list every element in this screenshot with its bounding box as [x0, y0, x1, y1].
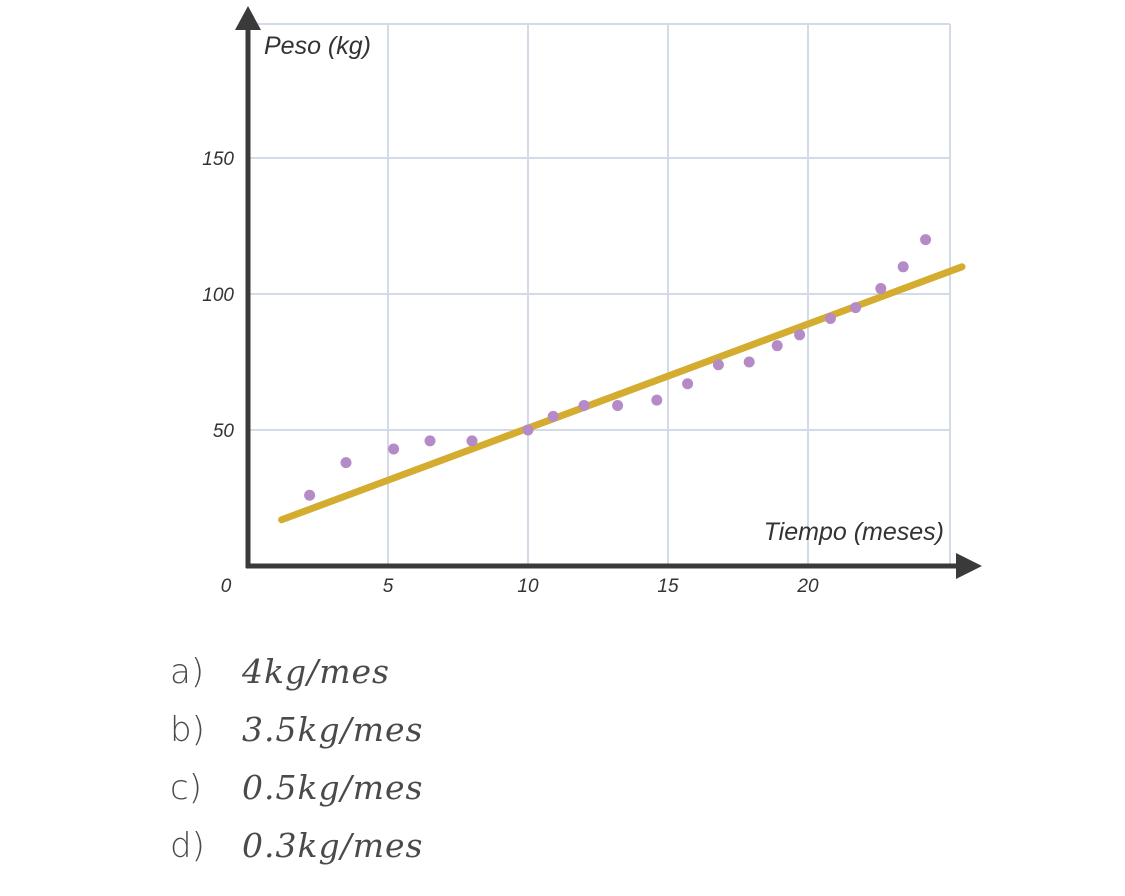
- data-point: [794, 329, 806, 341]
- data-point: [424, 435, 436, 447]
- y-tick-label: 100: [202, 285, 234, 306]
- data-point: [388, 443, 400, 455]
- x-tick-label: 0: [221, 576, 232, 597]
- x-axis-title: Tiempo (meses): [764, 518, 944, 546]
- option-c[interactable]: c) 0.5kg/mes: [170, 768, 423, 826]
- option-b-letter: b): [170, 710, 205, 750]
- data-point: [712, 359, 724, 371]
- y-axis-title: Peso (kg): [264, 32, 371, 60]
- x-tick-label: 15: [657, 576, 679, 597]
- data-points: [304, 234, 932, 501]
- option-c-value: 0.5kg/mes: [242, 768, 424, 807]
- y-tick-label: 150: [202, 149, 234, 170]
- y-tick-label: 50: [213, 421, 235, 442]
- answer-options: a) 4kg/mes b) 3.5kg/mes c) 0.5kg/mes d) …: [170, 652, 423, 884]
- x-tick-label: 20: [796, 576, 819, 597]
- data-point: [920, 234, 932, 246]
- option-d[interactable]: d) 0.3kg/mes: [170, 826, 423, 884]
- data-point: [304, 489, 316, 501]
- data-point: [466, 435, 478, 447]
- option-a-value: 4kg/mes: [242, 652, 390, 691]
- trend-line: [278, 263, 966, 524]
- data-point: [850, 302, 862, 314]
- data-point: [651, 394, 663, 406]
- data-point: [897, 261, 909, 273]
- y-axis-arrow: [235, 6, 261, 30]
- option-a[interactable]: a) 4kg/mes: [170, 652, 423, 710]
- option-d-letter: d): [170, 826, 205, 866]
- tick-labels: 0 5 10 15 20 50 100 150: [202, 149, 819, 597]
- x-tick-label: 5: [383, 576, 394, 597]
- data-point: [547, 410, 559, 422]
- data-point: [522, 424, 534, 436]
- data-point: [578, 400, 590, 412]
- option-d-value: 0.3kg/mes: [242, 826, 424, 865]
- x-tick-label: 10: [517, 576, 539, 597]
- option-c-letter: c): [170, 768, 202, 808]
- data-point: [875, 283, 887, 295]
- data-point: [612, 400, 624, 412]
- option-a-letter: a): [170, 652, 205, 692]
- data-point: [340, 457, 352, 469]
- data-point: [743, 356, 755, 368]
- data-point: [771, 340, 783, 352]
- grid: [248, 23, 951, 566]
- option-b-value: 3.5kg/mes: [242, 710, 424, 749]
- x-axis-arrow: [956, 553, 982, 579]
- data-point: [682, 378, 694, 390]
- trend-line-group: [278, 263, 966, 524]
- option-b[interactable]: b) 3.5kg/mes: [170, 710, 423, 768]
- data-point: [824, 312, 836, 324]
- axes: [235, 6, 982, 579]
- scatter-chart: 0 5 10 15 20 50 100 150 Peso (kg) Tiempo (meses…: [202, 6, 982, 597]
